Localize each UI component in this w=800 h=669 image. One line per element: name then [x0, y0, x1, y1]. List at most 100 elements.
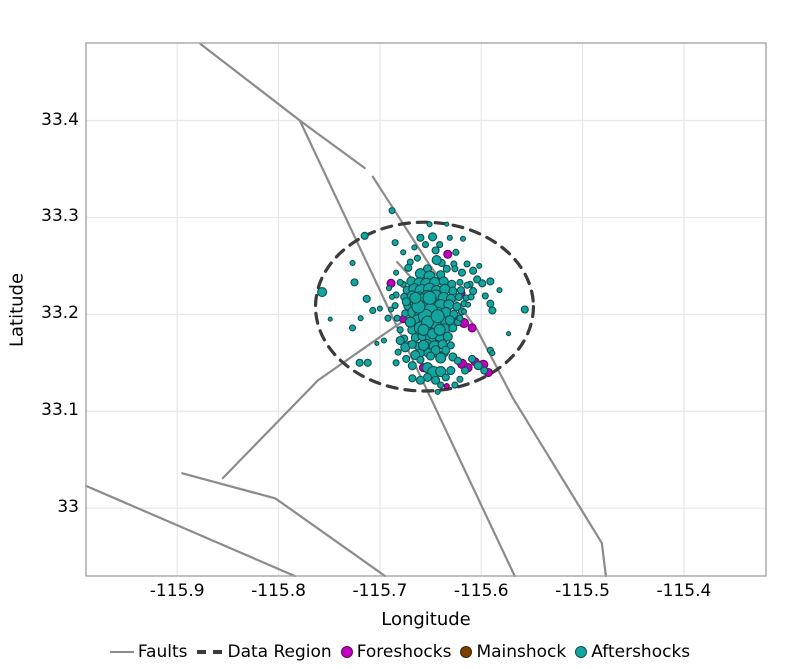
aftershock-point — [402, 354, 411, 363]
aftershock-point — [468, 354, 477, 363]
aftershock-point — [349, 259, 356, 267]
aftershock-point — [520, 305, 529, 314]
aftershock-point — [395, 335, 405, 346]
aftershock-point — [393, 314, 401, 322]
aftershock-point — [463, 260, 471, 268]
fault-line — [181, 472, 387, 578]
aftershock-point — [431, 246, 440, 255]
legend-item-aftershocks: Aftershocks — [575, 642, 690, 662]
aftershock-point — [430, 309, 445, 324]
foreshock-point — [443, 383, 450, 390]
aftershock-point — [433, 323, 446, 336]
aftershock-point — [469, 266, 478, 275]
aftershock-point — [480, 366, 489, 375]
aftershock-point — [369, 306, 377, 315]
aftershock-point — [434, 388, 441, 395]
aftershock-point — [385, 285, 393, 292]
y-axis-label: Latitude — [6, 272, 28, 348]
aftershock-point — [404, 263, 413, 272]
mainshock-dot-icon — [460, 646, 473, 658]
aftershock-point — [431, 255, 442, 266]
x-tick-label: -115.5 — [555, 581, 610, 601]
aftershock-point — [396, 326, 404, 334]
aftershock-point — [469, 287, 478, 296]
aftershock-point — [456, 314, 464, 322]
aftershock-point — [460, 366, 470, 375]
aftershock-point — [442, 331, 453, 342]
foreshocks-dot-icon — [340, 646, 353, 658]
aftershock-point — [411, 244, 418, 251]
legend-item-faults: Faults — [109, 642, 188, 662]
aftershock-point — [441, 373, 450, 382]
x-axis-label: Longitude — [381, 609, 471, 630]
aftershock-point — [428, 232, 438, 242]
aftershock-point — [496, 287, 503, 294]
aftershock-point — [489, 350, 496, 357]
aftershock-point — [456, 278, 464, 286]
aftershock-point — [453, 356, 462, 365]
aftershock-point — [362, 294, 371, 303]
plot-border — [85, 42, 767, 577]
aftershock-point — [451, 381, 459, 389]
aftershock-point — [415, 375, 425, 385]
fault-line-marker-icon — [109, 650, 134, 654]
legend: Faults Data Region Foreshocks Mainshock Afte… — [0, 642, 800, 662]
aftershock-point — [486, 299, 495, 308]
aftershock-point — [348, 324, 357, 332]
aftershock-point — [387, 306, 395, 313]
aftershock-point — [457, 268, 467, 277]
aftershock-point — [327, 316, 333, 322]
aftershock-point — [476, 262, 483, 269]
data-region-ellipse — [313, 220, 536, 393]
aftershock-point — [393, 269, 400, 276]
dashed-line-marker-icon — [196, 650, 224, 654]
aftershock-point — [481, 292, 489, 300]
aftershock-point — [396, 278, 404, 286]
aftershock-point — [401, 297, 411, 307]
aftershock-point — [416, 355, 425, 364]
aftershock-point — [389, 293, 396, 300]
aftershock-point — [435, 365, 447, 378]
aftershock-point — [360, 231, 369, 240]
aftershock-point — [413, 254, 421, 262]
aftershock-point — [446, 366, 456, 376]
aftershock-point — [380, 337, 387, 344]
x-tick-label: -115.8 — [251, 581, 306, 601]
aftershock-point — [374, 340, 380, 346]
aftershock-point — [454, 292, 463, 301]
foreshock-point — [443, 249, 453, 259]
aftershock-point — [444, 315, 455, 326]
aftershock-point — [452, 302, 462, 312]
y-tick-label: 33.2 — [41, 303, 79, 324]
aftershock-point — [437, 381, 445, 389]
legend-label: Data Region — [227, 642, 332, 662]
aftershock-point — [506, 331, 512, 337]
aftershock-point — [421, 241, 430, 249]
legend-label: Faults — [137, 642, 188, 662]
aftershock-point — [376, 305, 383, 312]
aftershock-point — [408, 374, 417, 383]
aftershock-point — [441, 345, 451, 355]
aftershock-point — [350, 278, 359, 287]
aftershock-point — [363, 358, 372, 367]
aftershock-point — [436, 241, 444, 249]
aftershock-point — [444, 221, 450, 227]
aftershock-point — [446, 234, 453, 241]
aftershock-point — [388, 207, 396, 215]
aftershock-point — [465, 301, 472, 308]
aftershock-point — [460, 308, 468, 315]
y-tick-label: 33 — [57, 497, 79, 518]
y-tick-label: 33.4 — [41, 109, 79, 130]
legend-item-data-region: Data Region — [196, 642, 332, 662]
legend-label: Mainshock — [476, 642, 567, 662]
aftershock-point — [456, 375, 464, 383]
aftershock-point — [355, 358, 364, 367]
aftershock-point — [463, 281, 471, 289]
aftershock-point — [392, 359, 400, 367]
x-tick-label: -115.9 — [149, 581, 205, 601]
aftershock-point — [435, 352, 447, 364]
aftershock-point — [407, 339, 417, 349]
aftershock-point — [400, 249, 407, 256]
fault-line — [371, 175, 607, 578]
